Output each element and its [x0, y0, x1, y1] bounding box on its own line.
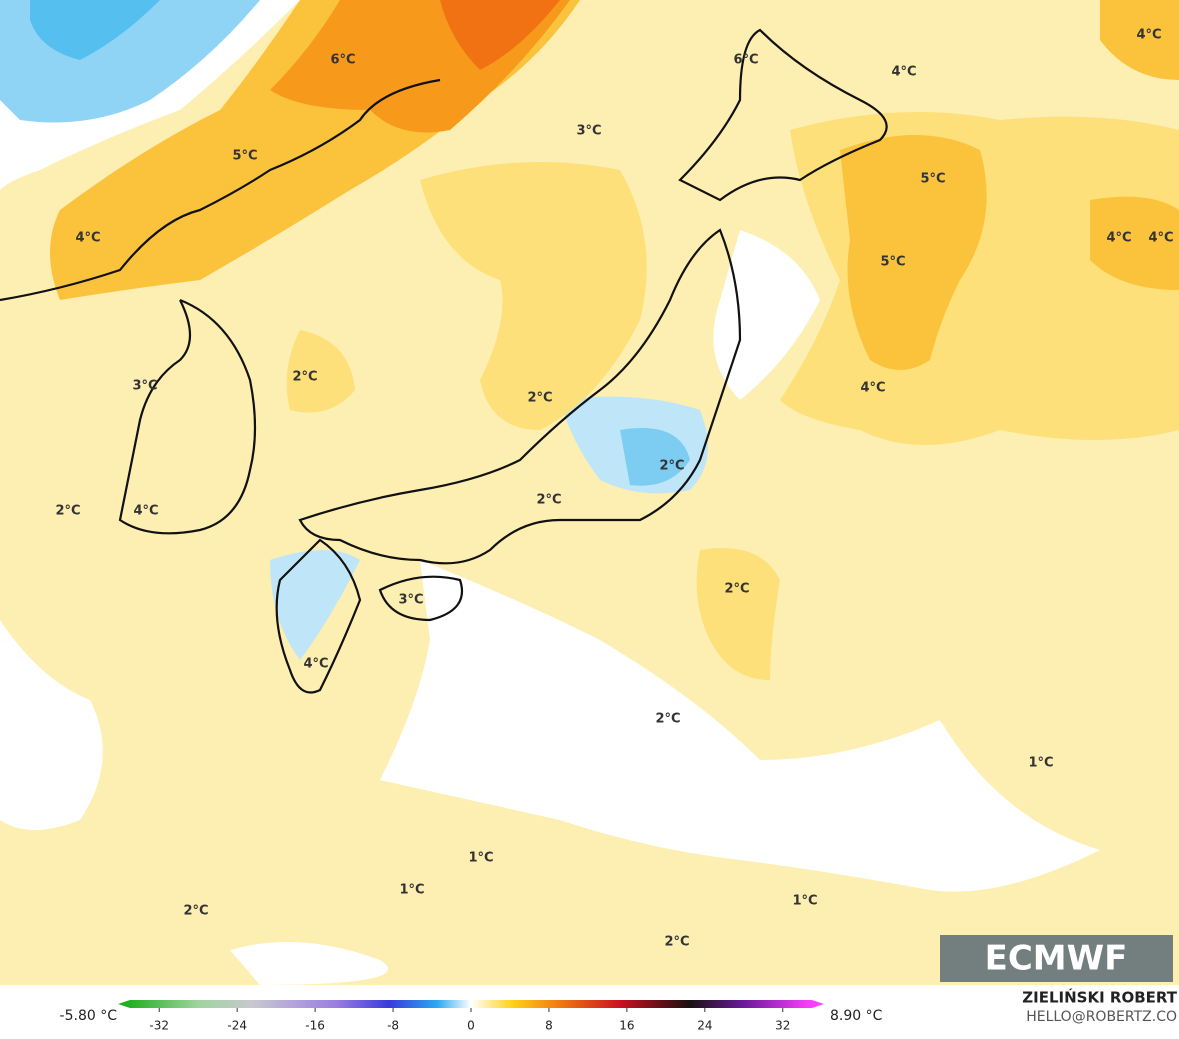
neutral-area [713, 230, 820, 400]
map-label: 6°C [733, 53, 758, 68]
colorbar-max: 8.90 °C [830, 1008, 883, 1024]
map-label: 2°C [655, 712, 680, 727]
colorbar-tick-label: -24 [227, 1019, 247, 1033]
cold-area [30, 0, 160, 60]
map-label: 2°C [183, 904, 208, 919]
warm-area [696, 548, 780, 680]
warm-area [286, 330, 355, 413]
colorbar-tick-label: 24 [697, 1019, 712, 1033]
map-label: 5°C [880, 255, 905, 270]
map-label: 2°C [527, 391, 552, 406]
map-label: 2°C [292, 370, 317, 385]
map-labels: 6°C 5°C 4°C 3°C 2°C 2°C 4°C 6°C 3°C 4°C 4°C 5°C 5°C 4… [55, 28, 1173, 950]
colorbar-tick-label: -16 [305, 1019, 325, 1033]
colorbar-end [118, 1000, 130, 1008]
map-label: 4°C [860, 381, 885, 396]
map-label: 2°C [55, 504, 80, 519]
map-label: 4°C [891, 65, 916, 80]
map-label: 6°C [330, 53, 355, 68]
colorbar-min: -5.80 °C [60, 1008, 118, 1024]
map-label: 4°C [1148, 231, 1173, 246]
map-label: 4°C [75, 231, 100, 246]
warm-area [840, 135, 987, 370]
map-label: 5°C [232, 149, 257, 164]
map-label: 4°C [1136, 28, 1161, 43]
cold-area [620, 428, 690, 486]
map-label: 2°C [664, 935, 689, 950]
neutral-area [230, 942, 388, 985]
cold-area [270, 550, 360, 660]
map-label: 5°C [920, 172, 945, 187]
warm-area [1100, 0, 1179, 80]
logo-text: ECMWF [985, 939, 1128, 979]
contact: HELLO@ROBERTZ.CO [1026, 1009, 1177, 1025]
logo: ECMWF [940, 935, 1173, 982]
warm-area [1090, 196, 1179, 290]
colorbar-tick-label: -32 [149, 1019, 169, 1033]
author: ZIELIŃSKI ROBERT [1022, 988, 1177, 1007]
warm-area [440, 0, 560, 70]
neutral-area [380, 560, 1100, 892]
colorbar-scale [130, 1000, 812, 1008]
map-label: 3°C [132, 379, 157, 394]
map-label: 1°C [792, 894, 817, 909]
neutral-area [0, 620, 103, 830]
colorbar-tick-label: 8 [545, 1019, 553, 1033]
colorbar: -5.80 °C 8.90 °C -32 -24 -16 -8 0 8 16 24 32 [60, 1000, 883, 1033]
colorbar-tick-label: 16 [619, 1019, 634, 1033]
colorbar-tick-label: -8 [387, 1019, 399, 1033]
map-label: 4°C [303, 657, 328, 672]
coastline [0, 28, 888, 694]
map-label: 1°C [468, 851, 493, 866]
map-label: 4°C [133, 504, 158, 519]
warm-area [420, 162, 647, 430]
colorbar-tick-label: 32 [775, 1019, 790, 1033]
map-label: 4°C [1106, 231, 1131, 246]
map: 6°C 5°C 4°C 3°C 2°C 2°C 4°C 6°C 3°C 4°C 4°C 5°C 5°C 4… [0, 0, 1179, 985]
logo-box [940, 935, 1173, 982]
map-label: 1°C [1028, 756, 1053, 771]
map-label: 2°C [724, 582, 749, 597]
map-label: 2°C [536, 493, 561, 508]
map-label: 2°C [659, 459, 684, 474]
map-label: 3°C [398, 593, 423, 608]
colorbar-tick-label: 0 [467, 1019, 475, 1033]
map-label: 1°C [399, 883, 424, 898]
map-label: 3°C [576, 124, 601, 139]
colorbar-end [812, 1000, 824, 1008]
